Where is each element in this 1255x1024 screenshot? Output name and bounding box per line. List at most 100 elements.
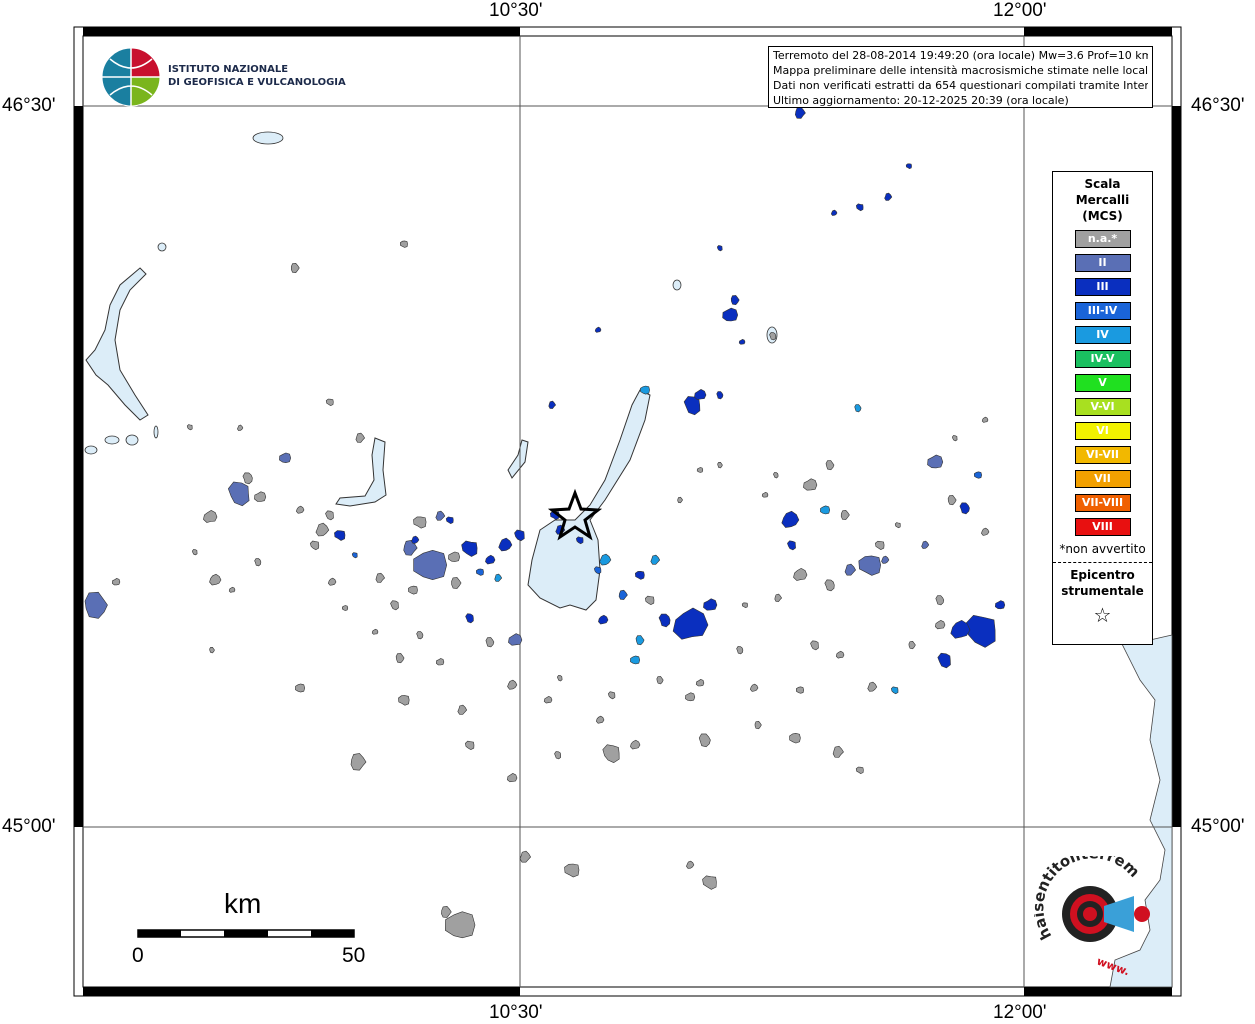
- municipality-area: [575, 536, 584, 545]
- municipality-area: [598, 614, 609, 625]
- municipality-area: [934, 619, 946, 630]
- legend-title-line3: (MCS): [1082, 209, 1123, 223]
- municipality-area: [741, 602, 748, 609]
- legend-title: Scala Mercalli (MCS): [1053, 176, 1152, 224]
- lake-garda: [527, 389, 651, 611]
- legend-items: n.a.* II III III-IV IV IV-V V V-VI VI VI-VII VII VI…: [1053, 230, 1152, 536]
- legend-title-line2: Mercalli: [1075, 193, 1130, 207]
- municipality-area: [203, 510, 218, 523]
- municipality-area: [334, 530, 346, 541]
- municipality-area: [254, 491, 267, 502]
- municipality-area: [677, 496, 683, 504]
- municipality-area: [716, 391, 724, 400]
- municipality-area: [858, 555, 882, 576]
- municipality-area: [295, 683, 306, 693]
- municipality-area: [602, 744, 620, 764]
- adriatic-sea: [1109, 634, 1173, 988]
- municipality-area: [867, 681, 878, 692]
- legend-item: n.a.*: [1074, 230, 1131, 248]
- municipality-area: [787, 540, 796, 551]
- municipality-area: [685, 692, 696, 702]
- municipality-area: [618, 589, 628, 600]
- municipality-area: [844, 563, 856, 576]
- municipality-area: [548, 400, 556, 409]
- municipality-area: [475, 568, 484, 576]
- municipality-area: [854, 404, 862, 413]
- municipality-area: [716, 245, 723, 252]
- municipality-area: [464, 740, 475, 751]
- municipality-area: [672, 607, 709, 640]
- legend-item: VI-VII: [1074, 446, 1131, 464]
- municipality-area: [398, 695, 410, 706]
- lat-label-right-1: 46°30': [1191, 95, 1245, 116]
- municipality-area: [803, 478, 818, 491]
- municipality-area: [498, 537, 513, 552]
- ingv-logo: [101, 47, 161, 107]
- municipality-area: [413, 516, 427, 529]
- legend-item: IV-V: [1074, 350, 1131, 368]
- event-info-line1: Terremoto del 28-08-2014 19:49:20 (ora l…: [773, 49, 1148, 62]
- municipality-area: [650, 554, 661, 565]
- municipality-area: [295, 505, 305, 514]
- municipality-area: [736, 646, 744, 655]
- municipality-area: [485, 554, 496, 565]
- municipality-area: [186, 424, 193, 431]
- municipality-area: [254, 558, 262, 567]
- municipality-area: [507, 679, 518, 690]
- lon-label-top-2: 12°00': [993, 0, 1047, 21]
- municipality-area: [325, 510, 334, 521]
- municipality-area: [981, 527, 990, 536]
- municipality-area: [894, 522, 901, 529]
- legend-item: II: [1074, 254, 1131, 272]
- municipality-area: [375, 572, 385, 583]
- municipality-area: [630, 739, 641, 750]
- legend-title-line1: Scala: [1084, 177, 1121, 191]
- municipality-area: [973, 471, 983, 479]
- municipality-area: [227, 481, 250, 507]
- municipality-area: [594, 326, 602, 333]
- municipality-area: [749, 683, 759, 692]
- municipality-area: [634, 570, 645, 580]
- municipality-area: [981, 416, 989, 423]
- municipality-area: [457, 704, 468, 715]
- municipality-area: [703, 598, 718, 611]
- municipality-area: [794, 106, 806, 119]
- municipality-area: [395, 653, 405, 664]
- municipality-area: [441, 905, 452, 918]
- scale-unit: km: [224, 888, 262, 919]
- legend-separator: [1053, 562, 1152, 563]
- lake-como: [85, 267, 149, 421]
- municipality-area: [630, 655, 641, 665]
- municipality-area: [696, 467, 704, 473]
- legend-note: *non avvertito: [1059, 542, 1146, 556]
- municipality-area: [445, 516, 454, 525]
- lat-label-left-1: 46°30': [2, 95, 56, 116]
- municipality-area: [921, 540, 930, 549]
- lake-iseo: [335, 437, 387, 507]
- municipality-area: [730, 295, 740, 306]
- intensity-legend: Scala Mercalli (MCS) n.a.* II III III-IV IV I…: [1052, 171, 1153, 645]
- scale-end: 50: [342, 944, 366, 967]
- municipality-area: [959, 502, 970, 515]
- municipality-area: [884, 192, 893, 201]
- municipality-area: [237, 424, 244, 431]
- municipality-area: [908, 640, 916, 650]
- lat-label-right-2: 45°00': [1191, 816, 1245, 837]
- legend-epicenter-label: Epicentro strumentale: [1053, 567, 1152, 599]
- municipality-area: [830, 209, 838, 216]
- municipality-area: [519, 850, 531, 863]
- municipality-area: [506, 773, 518, 783]
- municipality-area: [905, 163, 912, 170]
- municipality-area: [191, 549, 198, 556]
- municipality-area: [514, 529, 525, 542]
- lon-label-bottom-2: 12°00': [993, 1002, 1047, 1023]
- municipality-areas: [84, 106, 1006, 939]
- municipality-area: [607, 691, 616, 700]
- ingv-line1: ISTITUTO NAZIONALE: [168, 64, 289, 75]
- municipality-area: [543, 695, 553, 704]
- legend-item: V-VI: [1074, 398, 1131, 416]
- legend-item: VIII: [1074, 518, 1131, 536]
- municipality-area: [228, 586, 236, 593]
- municipality-area: [399, 240, 408, 248]
